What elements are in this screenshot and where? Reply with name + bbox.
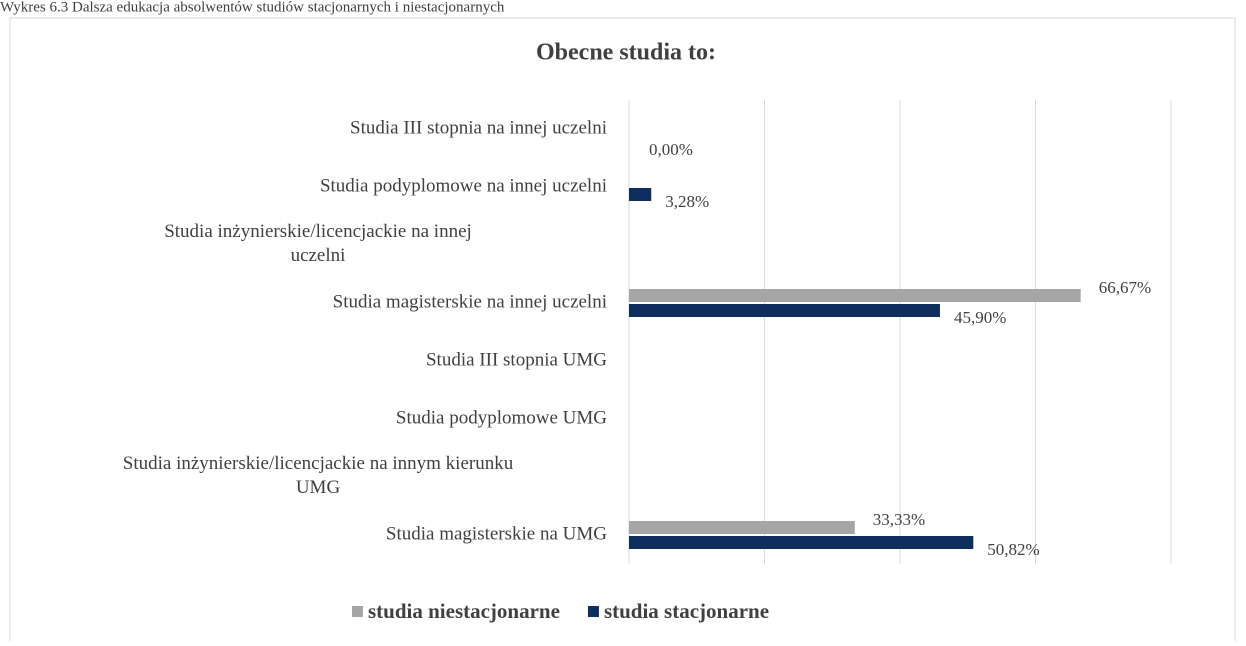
y-tick-label: Studia III stopnia UMG: [426, 349, 607, 370]
label-line: UMG: [296, 477, 341, 498]
y-tick-label: Studia magisterskie na UMG: [386, 523, 607, 544]
data-label: 50,82%: [987, 540, 1039, 559]
y-tick-label: Studia podyplomowe UMG: [396, 407, 607, 428]
data-label: 45,90%: [954, 308, 1006, 327]
data-label: 66,67%: [1099, 278, 1151, 297]
caption: Wykres 6.3 Dalsza edukacja absolwentów s…: [0, 0, 505, 15]
data-label: 3,28%: [665, 192, 709, 211]
bar: [629, 304, 940, 317]
bar: [629, 289, 1081, 302]
y-tick-label: Studia magisterskie na innej uczelni: [333, 291, 607, 312]
bar: [629, 536, 974, 549]
label-line: Studia inżynierskie/licencjackie na inny…: [123, 453, 514, 474]
data-label: 0,00%: [649, 140, 693, 159]
y-tick-label: Studia inżynierskie/licencjackie na inne…: [164, 221, 472, 266]
data-label: 33,33%: [873, 510, 925, 529]
legend-label: studia stacjonarne: [604, 599, 769, 623]
chart-title: Obecne studia to:: [536, 40, 716, 66]
bar: [629, 188, 652, 201]
bar: [629, 521, 855, 534]
legend-swatch: [352, 606, 363, 617]
legend-label: studia niestacjonarne: [368, 599, 560, 623]
y-tick-label: Studia inżynierskie/licencjackie na inny…: [123, 453, 514, 498]
label-line: Studia inżynierskie/licencjackie na inne…: [164, 221, 472, 242]
y-tick-label: Studia III stopnia na innej uczelni: [350, 117, 607, 138]
label-line: uczelni: [291, 245, 346, 266]
chart-frame: [9, 17, 1236, 646]
y-tick-label: Studia podyplomowe na innej uczelni: [320, 175, 607, 196]
legend-swatch: [587, 606, 599, 617]
